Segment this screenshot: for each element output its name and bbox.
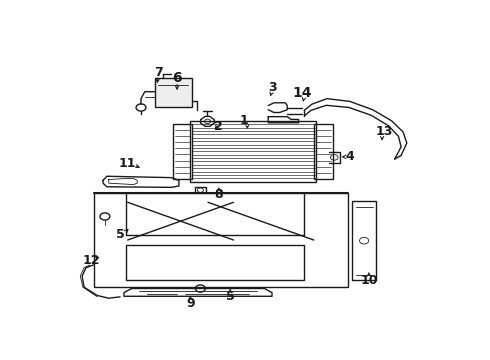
Text: 5: 5 <box>226 290 235 303</box>
Bar <box>126 245 304 280</box>
Bar <box>173 123 192 179</box>
Bar <box>352 201 376 280</box>
Bar <box>94 193 348 287</box>
Text: 4: 4 <box>345 150 354 163</box>
Text: 5: 5 <box>116 228 124 241</box>
Bar <box>190 121 316 182</box>
Text: 10: 10 <box>360 274 378 287</box>
Text: 11: 11 <box>119 157 136 170</box>
Bar <box>155 78 192 107</box>
Text: 12: 12 <box>83 254 100 267</box>
Text: 13: 13 <box>375 125 392 138</box>
Text: 14: 14 <box>293 86 312 100</box>
Text: 1: 1 <box>239 114 248 127</box>
Bar <box>314 123 333 179</box>
Text: 2: 2 <box>215 120 223 133</box>
Text: 7: 7 <box>154 66 163 79</box>
Text: 8: 8 <box>215 188 223 201</box>
Text: 6: 6 <box>172 71 182 85</box>
Text: 9: 9 <box>186 297 195 310</box>
Text: 3: 3 <box>268 81 276 94</box>
